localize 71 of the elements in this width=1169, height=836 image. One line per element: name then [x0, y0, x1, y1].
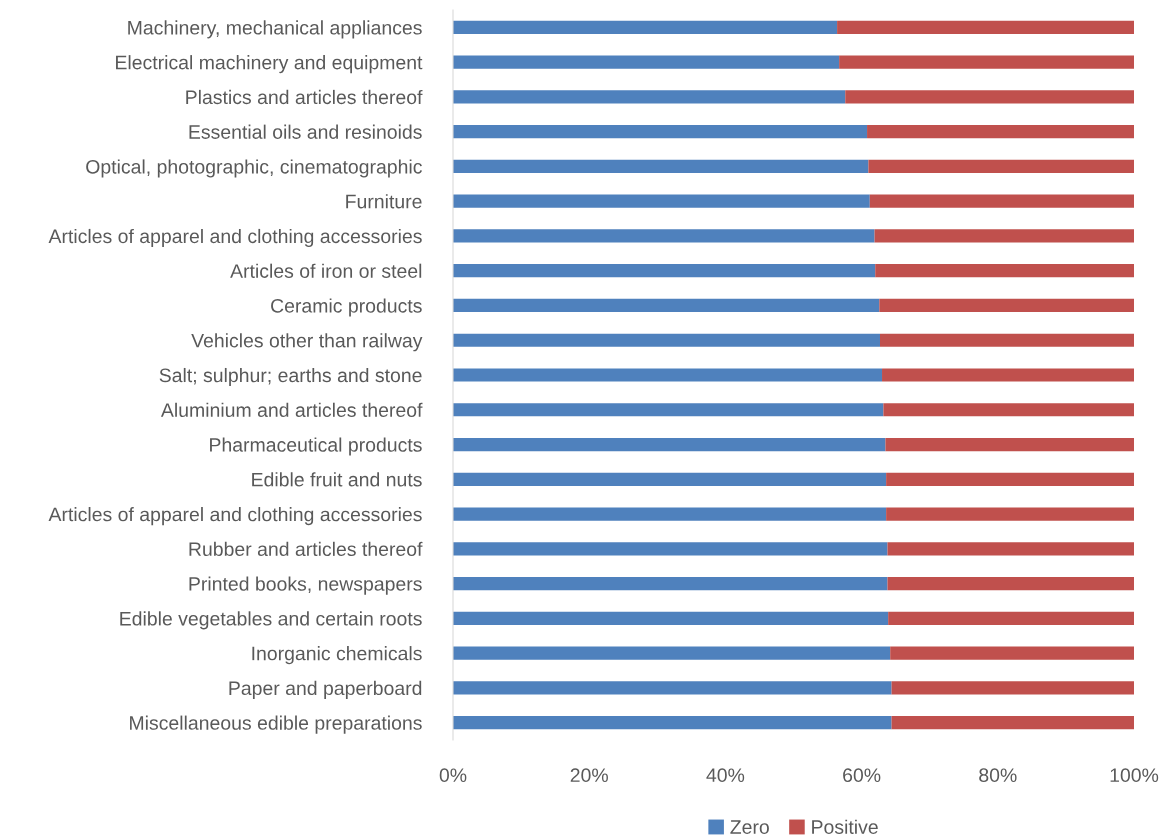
- y-tick-label: Furniture: [346, 194, 422, 209]
- bar: [453, 229, 875, 243]
- y-tick-label: Articles of iron or steel: [230, 263, 422, 278]
- bar: [453, 55, 840, 69]
- bar: [453, 472, 887, 486]
- bar: [887, 542, 1134, 556]
- legend-label: Positive: [812, 819, 878, 834]
- y-tick-label: Plastics and articles thereof: [186, 89, 423, 105]
- y-tick-label: Pharmaceutical products: [210, 437, 422, 456]
- bar: [453, 542, 888, 556]
- y-tick-label: Edible fruit and nuts: [252, 472, 422, 487]
- bar: [453, 576, 888, 591]
- bar: [453, 194, 870, 208]
- y-tick-label: Essential oils and resinoids: [189, 124, 422, 139]
- y-tick-label: Edible vegetables and certain roots: [120, 611, 422, 630]
- bar: [879, 298, 1134, 313]
- y-tick-label: Miscellaneous edible preparations: [130, 715, 422, 734]
- bar: [891, 681, 1134, 695]
- bar: [453, 90, 846, 104]
- bar: [837, 20, 1134, 34]
- bar: [875, 264, 1134, 278]
- bar: [453, 125, 868, 139]
- x-tick-label: 60%: [843, 768, 881, 783]
- bar: [453, 611, 889, 625]
- bar: [453, 298, 880, 313]
- bar: [845, 90, 1134, 104]
- y-tick-label: Aluminium and articles thereof: [160, 402, 423, 417]
- bar: [453, 507, 887, 521]
- bar: [888, 611, 1134, 625]
- bar: [886, 472, 1134, 486]
- y-tick-label: Ceramic products: [271, 298, 422, 317]
- bar: [839, 55, 1134, 69]
- x-tick-label: 0%: [439, 768, 467, 783]
- bar: [874, 229, 1134, 243]
- x-tick-label: 100%: [1110, 768, 1159, 783]
- y-tick-label: Vehicles other than railway: [191, 333, 423, 352]
- bar: [453, 368, 883, 382]
- bar: [453, 264, 876, 278]
- bar: [883, 403, 1134, 417]
- x-tick-label: 40%: [706, 768, 745, 783]
- bar: [453, 437, 886, 452]
- bar: [885, 437, 1134, 452]
- bar: [453, 159, 869, 174]
- y-tick-label: Printed books, newspapers: [189, 576, 422, 595]
- bar: [886, 507, 1134, 521]
- y-tick-label: Articles of apparel and clothing accessories: [48, 507, 422, 526]
- y-tick-label: Optical, photographic, cinematographic: [86, 159, 422, 178]
- y-tick-label: Electrical machinery and equipment: [116, 55, 423, 74]
- x-tick-label: 80%: [979, 768, 1017, 783]
- y-tick-label: Paper and paperboard: [229, 680, 422, 699]
- y-tick-label: Salt; sulphur; earths and stone: [159, 367, 422, 387]
- bar: [882, 368, 1134, 382]
- bar: [453, 681, 892, 695]
- bar: [890, 646, 1134, 660]
- y-tick-label: Inorganic chemicals: [252, 646, 422, 665]
- bar: [867, 125, 1134, 139]
- bar: [879, 333, 1134, 347]
- bar: [868, 159, 1134, 174]
- bar: [453, 646, 891, 660]
- bar: [453, 20, 838, 34]
- bar: [869, 194, 1134, 208]
- bar: [453, 403, 884, 417]
- y-tick-label: Machinery, mechanical appliances: [128, 20, 422, 39]
- x-tick-label: 20%: [570, 768, 608, 783]
- bar: [453, 716, 892, 730]
- bar: [453, 333, 880, 347]
- y-tick-label: Articles of apparel and clothing accessories: [48, 228, 422, 248]
- y-tick-label: Rubber and articles thereof: [189, 541, 423, 557]
- bar: [887, 576, 1134, 591]
- legend-label: Zero: [730, 820, 769, 834]
- bar: [891, 716, 1134, 730]
